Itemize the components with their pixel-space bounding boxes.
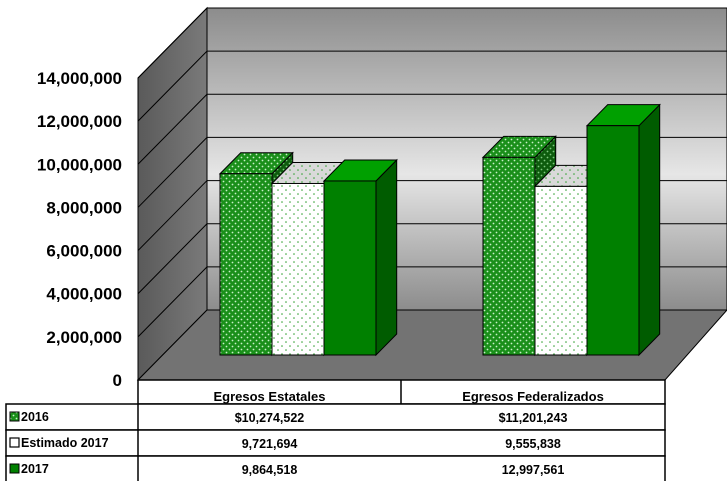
- bar-front: [323, 180, 377, 356]
- table-row-0: [5, 403, 666, 431]
- table-cell-2016-estatales: $10,274,522: [235, 411, 305, 425]
- legend-label-2016: 2016: [21, 410, 49, 424]
- table-row-2: [5, 455, 666, 481]
- gridline: [137, 93, 727, 165]
- y-tick-label: 0: [113, 371, 122, 390]
- y-axis-ticks: 0 2,000,000 4,000,000 6,000,000 8,000,000 10,…: [37, 69, 122, 390]
- bar: [585, 103, 661, 357]
- bar-front: [219, 173, 273, 356]
- legend-swatch-2017: [9, 463, 20, 474]
- table-cell-2016-federalizados: $11,201,243: [499, 411, 568, 425]
- y-tick-label: 2,000,000: [46, 328, 122, 347]
- legend-swatch-2016: [9, 411, 20, 422]
- bar: [322, 158, 398, 357]
- y-tick-label: 8,000,000: [46, 198, 122, 217]
- bar-side: [638, 103, 661, 357]
- bar-front: [586, 125, 640, 356]
- table-cell-estimado-2017-estatales: 9,721,694: [242, 437, 298, 451]
- y-tick-label: 6,000,000: [46, 242, 122, 261]
- y-tick-label: 10,000,000: [37, 155, 122, 174]
- table-row-1: [5, 429, 666, 457]
- legend-label-estimado-2017: Estimado 2017: [21, 436, 109, 450]
- legend-swatch-estimado-2017: [9, 437, 20, 448]
- bar-side: [375, 158, 398, 357]
- y-tick-label: 12,000,000: [37, 112, 122, 131]
- legend-label-2017: 2017: [21, 462, 49, 476]
- y-tick-label: 14,000,000: [37, 69, 122, 88]
- y-tick-label: 4,000,000: [46, 285, 122, 304]
- bar-front: [534, 185, 588, 356]
- bar-front: [482, 156, 536, 356]
- gridline: [137, 7, 727, 79]
- table-cell-2017-estatales: 9,864,518: [242, 463, 298, 477]
- table-cell-2017-federalizados: 12,997,561: [502, 463, 565, 477]
- table-cell-estimado-2017-federalizados: 9,555,838: [505, 437, 561, 451]
- data-table: Egresos Estatales Egresos Federalizados …: [5, 379, 666, 481]
- category-label-0: Egresos Estatales: [213, 389, 325, 404]
- bars: [218, 103, 661, 357]
- gridline: [137, 50, 727, 122]
- bar-front: [271, 182, 325, 356]
- category-label-1: Egresos Federalizados: [462, 389, 604, 404]
